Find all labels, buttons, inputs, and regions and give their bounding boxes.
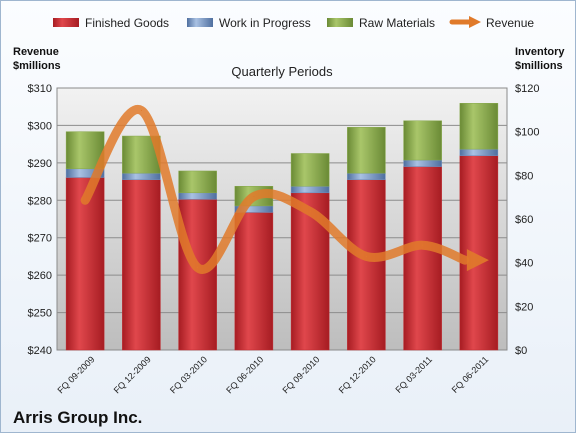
bar-finished-goods bbox=[178, 199, 217, 351]
bar-raw-materials bbox=[290, 153, 330, 187]
bar-finished-goods bbox=[347, 179, 386, 351]
legend-label-work-in-progress: Work in Progress bbox=[219, 16, 311, 30]
legend-label-raw-materials: Raw Materials bbox=[359, 16, 435, 30]
bar-work-in-progress bbox=[459, 148, 499, 156]
bar-raw-materials bbox=[403, 120, 442, 161]
legend-swatch-work-in-progress bbox=[187, 18, 213, 27]
right-tick-label: $20 bbox=[515, 301, 533, 313]
revenue-point bbox=[478, 259, 480, 261]
revenue-point bbox=[253, 196, 255, 198]
left-tick-label: $310 bbox=[28, 83, 52, 95]
left-tick-label: $280 bbox=[28, 195, 52, 207]
right-axis-title-line1: Inventory bbox=[515, 46, 565, 58]
category-label: FQ 03-2011 bbox=[393, 354, 434, 395]
revenue-point bbox=[309, 211, 311, 213]
bar-raw-materials bbox=[459, 103, 499, 150]
legend-swatch-finished-goods bbox=[53, 18, 79, 27]
category-labels: FQ 09-2009 FQ 12-2009 FQ 03-2010 FQ 06-2010… bbox=[56, 354, 491, 395]
plot-title: Quarterly Periods bbox=[231, 64, 333, 79]
bar-raw-materials bbox=[178, 170, 217, 194]
legend-label-revenue: Revenue bbox=[486, 16, 534, 30]
bar-finished-goods bbox=[65, 177, 105, 351]
revenue-point bbox=[84, 199, 86, 201]
right-axis-ticks: $120 $100 $80 $60 $40 $20 $0 bbox=[515, 83, 539, 357]
right-tick-label: $100 bbox=[515, 127, 539, 139]
bar-work-in-progress bbox=[122, 172, 161, 180]
right-tick-label: $120 bbox=[515, 83, 539, 95]
revenue-point bbox=[365, 255, 367, 257]
company-name: Arris Group Inc. bbox=[13, 408, 142, 427]
category-label: FQ 12-2010 bbox=[337, 354, 378, 395]
bar-work-in-progress bbox=[178, 192, 217, 200]
legend-swatch-raw-materials bbox=[327, 18, 353, 27]
bar-finished-goods bbox=[459, 155, 499, 351]
right-tick-label: $0 bbox=[515, 345, 527, 357]
bar-work-in-progress bbox=[290, 186, 330, 194]
bar-work-in-progress bbox=[347, 172, 386, 180]
left-axis-ticks: $310 $300 $290 $280 $270 $260 $250 $240 bbox=[28, 83, 52, 357]
left-axis-title-line2: $millions bbox=[13, 60, 61, 72]
bar-finished-goods bbox=[403, 166, 442, 351]
category-label: FQ 09-2010 bbox=[281, 354, 322, 395]
bar-finished-goods bbox=[122, 179, 161, 351]
left-axis-title-line1: Revenue bbox=[13, 46, 59, 58]
revenue-point bbox=[197, 267, 199, 269]
bars bbox=[65, 103, 499, 351]
bar-raw-materials bbox=[347, 127, 386, 174]
right-tick-label: $40 bbox=[515, 258, 533, 270]
category-label: FQ 03-2010 bbox=[168, 354, 209, 395]
left-tick-label: $270 bbox=[28, 233, 52, 245]
category-label: FQ 12-2009 bbox=[112, 354, 153, 395]
right-tick-label: $80 bbox=[515, 170, 533, 182]
right-axis-title-line2: $millions bbox=[515, 60, 563, 72]
revenue-arrowhead bbox=[466, 249, 489, 272]
category-label: FQ 06-2010 bbox=[224, 354, 265, 395]
left-tick-label: $250 bbox=[28, 308, 52, 320]
left-tick-label: $300 bbox=[28, 120, 52, 132]
revenue-line-group bbox=[80, 105, 489, 274]
revenue-point bbox=[140, 109, 142, 111]
legend-label-finished-goods: Finished Goods bbox=[85, 16, 169, 30]
category-label: FQ 09-2009 bbox=[56, 354, 97, 395]
category-label: FQ 06-2011 bbox=[450, 354, 491, 395]
left-tick-label: $240 bbox=[28, 345, 52, 357]
left-tick-label: $260 bbox=[28, 270, 52, 282]
revenue-point bbox=[422, 244, 424, 246]
legend-arrow-revenue bbox=[469, 16, 481, 28]
bar-finished-goods bbox=[234, 212, 274, 351]
left-tick-label: $290 bbox=[28, 158, 52, 170]
bar-work-in-progress bbox=[403, 159, 442, 167]
legend: Finished Goods Work in Progress Raw Mate… bbox=[53, 16, 534, 30]
right-tick-label: $60 bbox=[515, 214, 533, 226]
